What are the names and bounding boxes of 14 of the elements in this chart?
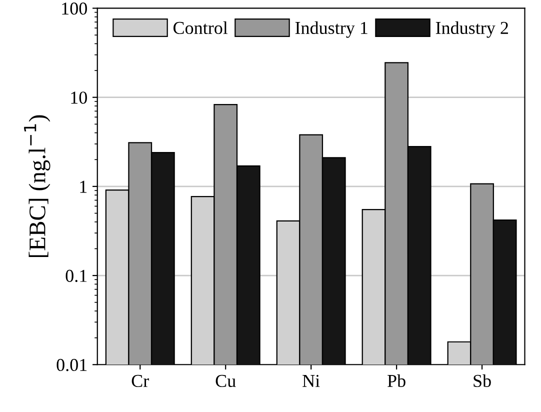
y-tick-label: 0.01	[56, 358, 87, 372]
x-tick-label: Ni	[302, 374, 320, 387]
x-tick-label: Pb	[388, 374, 406, 388]
x-tick-label: Cr	[132, 374, 149, 388]
legend-label: Industry 2	[436, 21, 508, 38]
y-tick-label: 100	[62, 2, 87, 15]
y-tick-label: 1	[80, 180, 87, 193]
y-axis-title: [EBC] (ng.l$^{−1}$)	[24, 115, 50, 258]
x-tick-label: Sb	[474, 374, 491, 388]
y-tick-label: 10	[71, 92, 87, 104]
legend-label: Industry 1	[295, 21, 368, 38]
x-tick-label: Cu	[216, 374, 236, 388]
y-tick-label: 0.1	[66, 270, 87, 282]
legend-label: Control	[173, 21, 228, 34]
